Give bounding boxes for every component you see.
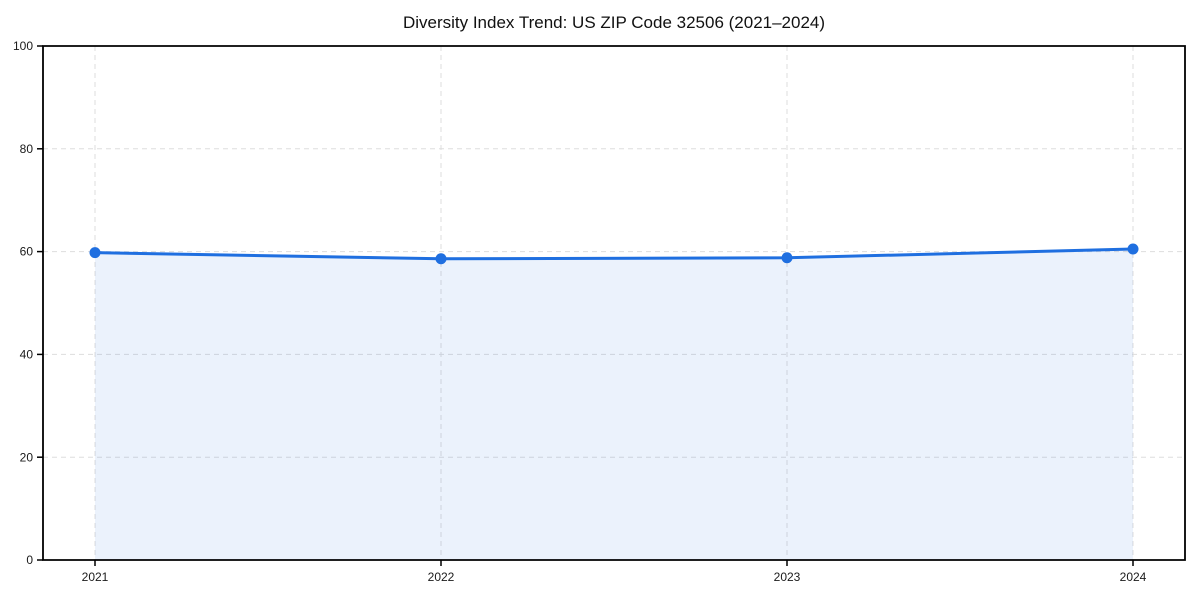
data-point-marker	[781, 252, 793, 264]
y-tick-label: 60	[20, 245, 34, 259]
plot-border	[42, 45, 1186, 561]
x-tick-label: 2023	[774, 570, 801, 584]
trend-line	[93, 247, 1135, 261]
x-tick-label: 2022	[428, 570, 455, 584]
x-tick-label: 2021	[82, 570, 109, 584]
y-tick-label: 40	[20, 347, 34, 361]
chart-title: Diversity Index Trend: US ZIP Code 32506…	[403, 13, 825, 32]
x-tick-label: 2024	[1120, 570, 1147, 584]
axes	[37, 45, 1186, 566]
data-point-marker	[435, 253, 447, 265]
tick-labels: 0 20 40 60 80 100 2021 2022 2023 2024	[13, 39, 1147, 584]
series-area	[95, 249, 1133, 560]
data-point-marker	[89, 247, 101, 259]
data-points	[89, 243, 1139, 265]
gridlines	[43, 46, 1185, 560]
data-point-marker	[1127, 243, 1139, 255]
area-fill	[95, 249, 1133, 560]
y-tick-label: 100	[13, 39, 33, 53]
y-tick-label: 0	[26, 553, 33, 567]
y-tick-label: 80	[20, 142, 34, 156]
y-tick-label: 20	[20, 450, 34, 464]
series-line	[93, 247, 1135, 261]
